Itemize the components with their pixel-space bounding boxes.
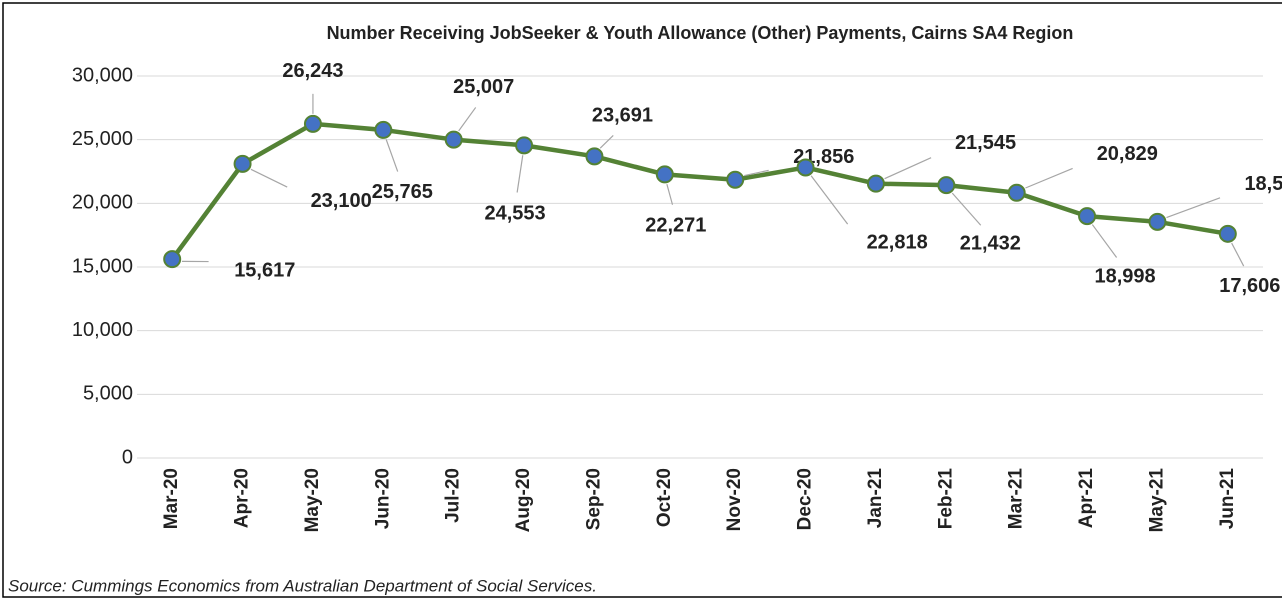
- data-point: [796, 158, 815, 177]
- data-label: 22,818: [867, 232, 928, 254]
- y-tick-label: 5,000: [83, 383, 133, 405]
- leader-line: [458, 107, 477, 132]
- data-point: [374, 120, 393, 139]
- x-tick-label: Feb-21: [935, 468, 956, 530]
- data-label: 21,545: [955, 132, 1016, 154]
- x-tick-label: Jun-21: [1217, 468, 1238, 530]
- y-tick-label: 15,000: [72, 255, 133, 277]
- y-tick-label: 20,000: [72, 192, 133, 214]
- x-tick-label: Mar-20: [161, 468, 182, 529]
- leader-line: [1091, 224, 1118, 258]
- leader-line: [884, 157, 932, 180]
- data-point: [1148, 212, 1167, 231]
- data-point: [655, 165, 674, 184]
- leader-line: [666, 184, 674, 205]
- leader-line: [250, 168, 288, 188]
- data-point: [1078, 207, 1097, 226]
- x-tick-label: Jul-20: [443, 468, 464, 523]
- data-label: 24,553: [484, 203, 545, 225]
- x-tick-label: Dec-20: [795, 468, 816, 530]
- data-label: 23,691: [592, 105, 653, 127]
- data-label: 18,998: [1094, 265, 1155, 287]
- x-tick-label: Oct-20: [654, 468, 675, 527]
- x-tick-label: Apr-20: [232, 468, 253, 528]
- data-point: [515, 136, 534, 155]
- data-point: [444, 130, 463, 149]
- source-note: Source: Cummings Economics from Australi…: [8, 576, 597, 595]
- data-label: 22,271: [645, 215, 706, 237]
- y-tick-label: 25,000: [72, 128, 133, 150]
- x-tick-label: Apr-21: [1076, 468, 1097, 529]
- x-tick-label: Mar-21: [1006, 468, 1027, 530]
- x-tick-label: Jan-21: [865, 468, 886, 529]
- data-label: 23,100: [311, 190, 372, 212]
- leader-line: [744, 169, 769, 177]
- data-line: [170, 121, 1229, 261]
- data-label: 17,606: [1219, 275, 1280, 297]
- data-label: 20,829: [1097, 143, 1158, 165]
- data-point: [726, 170, 745, 189]
- data-label: 21,432: [960, 232, 1021, 254]
- data-point: [937, 176, 956, 195]
- x-tick-label: Jun-20: [372, 468, 393, 529]
- data-point: [303, 114, 322, 133]
- data-point: [866, 174, 885, 193]
- data-label: 26,243: [282, 60, 343, 82]
- leader-line: [1025, 167, 1073, 189]
- x-tick-label: May-21: [1146, 468, 1167, 533]
- data-point: [163, 250, 182, 269]
- chart-title: Number Receiving JobSeeker & Youth Allow…: [327, 23, 1074, 43]
- data-label: 25,007: [453, 76, 514, 98]
- leader-line: [599, 135, 614, 149]
- leader-line: [951, 192, 982, 226]
- y-tick-label: 30,000: [72, 64, 133, 86]
- data-point: [1218, 224, 1237, 243]
- x-tick-label: Sep-20: [583, 468, 604, 530]
- data-point: [1007, 183, 1026, 202]
- y-tick-label: 10,000: [72, 319, 133, 341]
- x-tick-label: May-20: [302, 468, 323, 532]
- data-label: 18,547: [1244, 173, 1282, 195]
- data-label: 15,617: [234, 259, 295, 281]
- x-tick-label: Nov-20: [724, 468, 745, 531]
- leader-line: [1231, 242, 1245, 267]
- y-tick-label: 0: [122, 446, 133, 468]
- leader-line: [385, 139, 399, 172]
- data-label: 25,765: [372, 181, 433, 203]
- leader-line: [1166, 197, 1221, 219]
- leader-line: [810, 175, 849, 225]
- data-point: [585, 147, 604, 166]
- leader-line: [516, 155, 524, 193]
- data-point: [233, 154, 252, 173]
- x-tick-label: Aug-20: [513, 468, 534, 532]
